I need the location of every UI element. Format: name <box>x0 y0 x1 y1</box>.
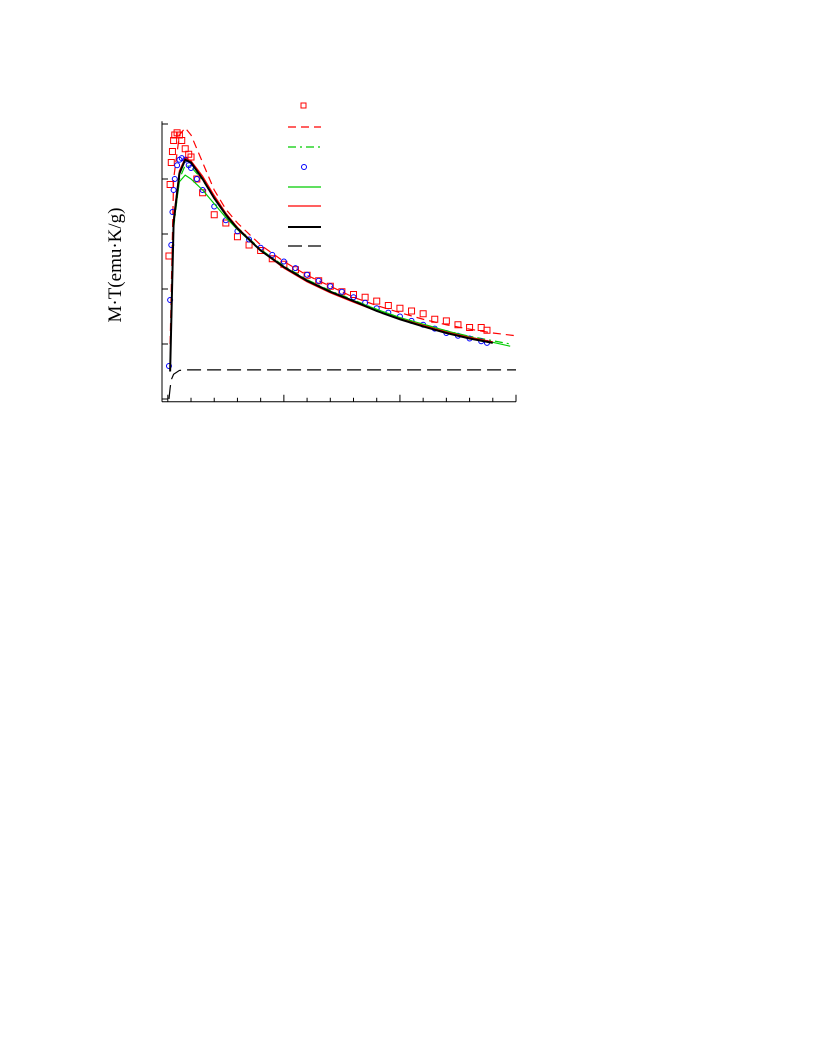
data-point <box>257 247 265 254</box>
data-point <box>193 176 200 182</box>
data-point <box>350 291 358 298</box>
y-axis-label: M·T(emu·K/g) <box>105 207 126 322</box>
data-point <box>304 271 311 278</box>
data-point <box>165 363 172 369</box>
data-point <box>246 236 253 243</box>
data-point <box>384 302 392 309</box>
data-point <box>171 131 179 139</box>
data-point <box>171 176 178 182</box>
data-point <box>199 187 206 193</box>
data-point <box>178 155 185 162</box>
data-point <box>167 159 175 166</box>
data-point <box>233 233 241 241</box>
data-point <box>269 251 276 258</box>
legend-marker <box>300 102 307 109</box>
data-point <box>165 252 173 260</box>
data-point <box>166 181 174 188</box>
data-point <box>315 277 322 284</box>
data-point <box>477 324 485 331</box>
data-point <box>210 211 218 219</box>
fit-line <box>169 164 511 372</box>
data-point <box>173 129 181 137</box>
data-point <box>408 307 416 315</box>
data-point <box>292 265 299 272</box>
data-point <box>188 165 195 171</box>
data-point <box>187 153 195 161</box>
data-point <box>268 255 276 263</box>
data-point <box>170 187 177 193</box>
fit-line <box>169 174 511 372</box>
data-point <box>245 241 253 249</box>
fit-line <box>168 369 516 400</box>
data-point <box>483 326 491 334</box>
data-point <box>466 324 474 331</box>
data-point <box>350 294 357 301</box>
data-point <box>178 137 186 144</box>
data-point <box>442 317 450 325</box>
legend-marker <box>301 164 307 170</box>
data-point <box>168 148 176 155</box>
data-point <box>327 283 334 290</box>
data-point <box>280 258 287 265</box>
data-point <box>419 310 427 318</box>
data-point <box>174 162 181 169</box>
data-point <box>373 297 381 305</box>
data-point <box>338 288 345 295</box>
data-point <box>222 219 230 227</box>
fit-line <box>169 126 517 345</box>
data-point <box>396 304 404 312</box>
fit-line <box>169 158 493 372</box>
data-point <box>361 293 369 301</box>
data-point <box>454 321 462 329</box>
